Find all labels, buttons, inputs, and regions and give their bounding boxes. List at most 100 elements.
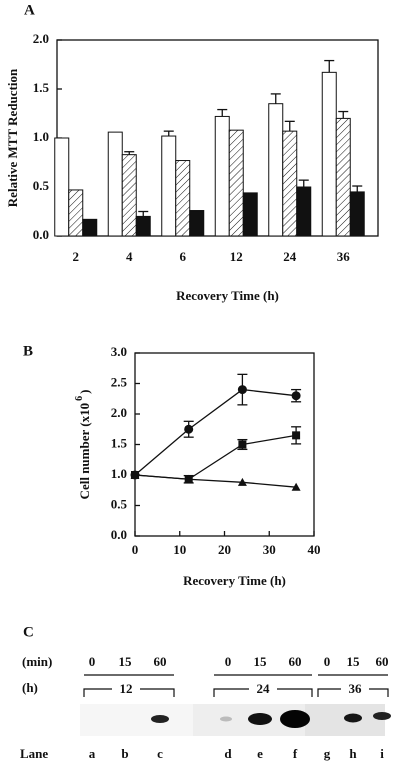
error-bar xyxy=(324,59,335,73)
error-bar xyxy=(217,108,228,117)
band xyxy=(373,712,391,720)
lane-label: g xyxy=(324,746,331,761)
bar xyxy=(228,129,244,237)
y-axis-label: Relative MTT Reduction xyxy=(5,68,20,207)
x-tick-label: 10 xyxy=(173,542,186,557)
hour-label: 36 xyxy=(349,681,363,696)
series-line xyxy=(134,474,297,488)
hour-label: 24 xyxy=(257,681,271,696)
lane-label: b xyxy=(121,746,128,761)
minute-label: 0 xyxy=(225,654,232,669)
error-bar xyxy=(352,185,363,192)
bar xyxy=(349,191,365,237)
x-tick-label: 20 xyxy=(218,542,231,557)
bar xyxy=(121,154,137,237)
x-tick-label: 12 xyxy=(230,249,243,264)
band xyxy=(151,715,169,723)
error-bar xyxy=(270,93,281,104)
y-tick-label: 3.0 xyxy=(111,344,127,359)
error-bar xyxy=(298,179,309,187)
bar xyxy=(321,71,337,237)
bar xyxy=(335,117,351,237)
row-label: (h) xyxy=(22,680,38,695)
x-axis-label: Recovery Time (h) xyxy=(183,573,286,588)
y-tick-label: 2.0 xyxy=(33,31,49,46)
brackets xyxy=(83,674,389,697)
minute-label: 0 xyxy=(324,654,331,669)
marker xyxy=(237,477,247,486)
lane-label: e xyxy=(257,746,263,761)
x-tick-label: 0 xyxy=(132,542,139,557)
x-axis-label: Recovery Time (h) xyxy=(176,288,279,303)
x-tick-label: 36 xyxy=(337,249,351,264)
bar xyxy=(135,215,151,237)
series-line xyxy=(134,434,297,480)
y-tick-label: 0.0 xyxy=(33,227,49,242)
band xyxy=(220,716,232,722)
bar xyxy=(82,218,98,237)
panel-label: C xyxy=(23,624,34,640)
x-tick-label: 4 xyxy=(126,249,133,264)
bar xyxy=(107,131,123,237)
y-tick-label: 1.5 xyxy=(111,435,128,450)
error-bar xyxy=(284,120,295,132)
y-tick-label: 1.0 xyxy=(33,129,49,144)
y-axis-label-part: ) xyxy=(77,390,92,394)
minute-label: 15 xyxy=(119,654,133,669)
marker xyxy=(237,385,247,395)
bar xyxy=(214,115,230,237)
row-label: (min) xyxy=(22,654,52,669)
marker xyxy=(291,482,301,491)
marker xyxy=(130,470,140,479)
marker xyxy=(291,391,301,401)
lane-label: f xyxy=(293,746,298,761)
minute-label: 60 xyxy=(154,654,167,669)
y-axis-label: Cell number (x10 6) xyxy=(74,390,92,500)
error-bar xyxy=(338,110,349,119)
y-tick-label: 0.5 xyxy=(33,178,50,193)
lane-label: i xyxy=(380,746,384,761)
bar xyxy=(189,210,205,237)
marker xyxy=(292,431,301,440)
bar xyxy=(242,192,258,237)
minute-label: 15 xyxy=(347,654,361,669)
x-tick-label: 24 xyxy=(283,249,297,264)
bar xyxy=(68,189,84,237)
bar xyxy=(161,135,177,237)
marker xyxy=(238,440,247,449)
row-label: Lane xyxy=(20,746,48,761)
band xyxy=(344,713,362,723)
band xyxy=(248,713,272,725)
blot-strip xyxy=(80,704,193,736)
y-tick-label: 0.5 xyxy=(111,496,128,511)
marker xyxy=(184,424,194,434)
lane-label: a xyxy=(89,746,96,761)
band xyxy=(280,710,310,728)
x-tick-label: 30 xyxy=(263,542,276,557)
y-tick-label: 1.0 xyxy=(111,466,127,481)
lane-label: d xyxy=(224,746,232,761)
series-line xyxy=(134,388,297,476)
y-axis-label-part: Cell number (x10 xyxy=(77,403,92,500)
hour-label: 12 xyxy=(120,681,133,696)
bar xyxy=(54,137,70,237)
bar xyxy=(296,186,312,237)
error-bar xyxy=(138,210,149,217)
y-tick-label: 1.5 xyxy=(33,80,50,95)
plot-frame xyxy=(134,352,315,537)
y-tick-label: 2.0 xyxy=(111,405,127,420)
y-tick-label: 0.0 xyxy=(111,527,127,542)
lane-label: c xyxy=(157,746,163,761)
marker xyxy=(184,474,194,483)
bar xyxy=(268,103,284,237)
minute-label: 60 xyxy=(289,654,302,669)
y-axis-label-part: 6 xyxy=(74,396,85,401)
panel-label: A xyxy=(24,2,35,18)
x-tick-label: 40 xyxy=(308,542,321,557)
minute-label: 60 xyxy=(376,654,389,669)
minute-label: 15 xyxy=(254,654,268,669)
error-bar xyxy=(124,151,135,155)
lane-label: h xyxy=(349,746,357,761)
panel-label: B xyxy=(23,343,33,359)
